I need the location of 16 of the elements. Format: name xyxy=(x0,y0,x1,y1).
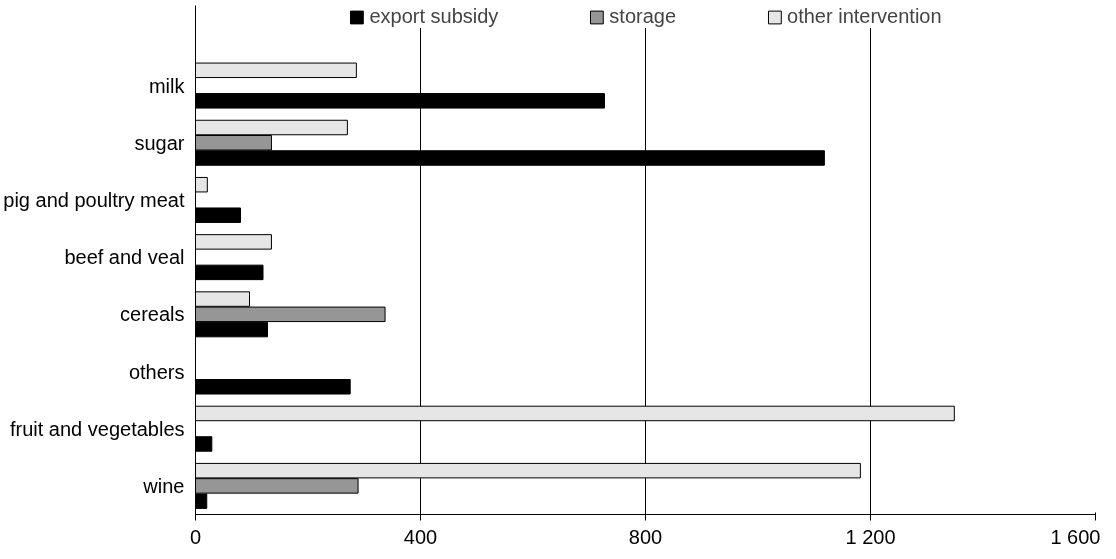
y-tick-label: sugar xyxy=(134,131,185,154)
y-tick-label: fruit and vegetables xyxy=(9,417,185,440)
legend-label: storage xyxy=(609,5,677,28)
y-tick-label: wine xyxy=(142,474,185,497)
y-tick-label: milk xyxy=(148,74,186,97)
y-tick-label: cereals xyxy=(120,303,185,326)
y-tick-label: others xyxy=(128,360,185,383)
x-tick-label: 0 xyxy=(189,525,202,548)
legend-label: other intervention xyxy=(787,5,942,28)
x-tick-label: 800 xyxy=(628,525,663,548)
legend-label: export subsidy xyxy=(369,5,499,28)
y-tick-label: pig and poultry meat xyxy=(3,188,185,211)
x-tick-label: 1 600 xyxy=(1050,525,1101,548)
x-tick-label: 1 200 xyxy=(845,525,896,548)
y-tick-label: beef and veal xyxy=(64,246,185,269)
x-tick-label: 400 xyxy=(403,525,438,548)
